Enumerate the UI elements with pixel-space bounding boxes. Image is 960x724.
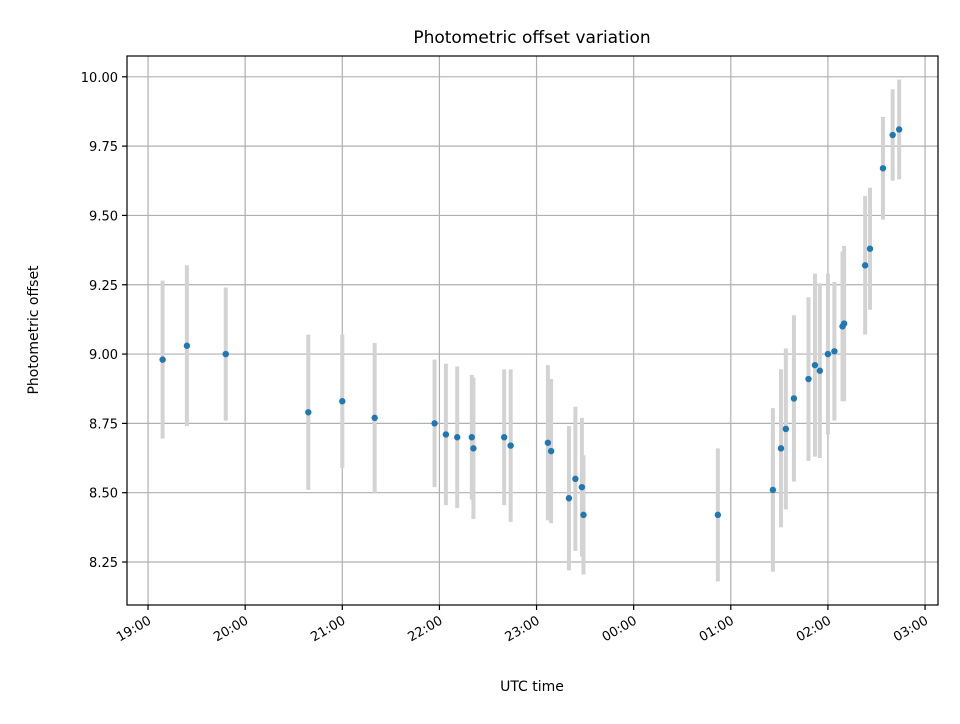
- data-point: [544, 439, 552, 446]
- data-point: [431, 420, 438, 427]
- y-tick-label: 8.75: [89, 417, 118, 432]
- data-point: [371, 414, 378, 422]
- plot-area: [127, 56, 938, 605]
- data-point: [500, 434, 508, 441]
- data-point: [507, 442, 514, 449]
- data-point: [816, 367, 824, 374]
- data-point: [782, 425, 790, 433]
- data-point: [442, 431, 450, 438]
- data-point: [183, 342, 191, 349]
- y-tick-label: 10.00: [81, 71, 118, 86]
- data-point: [879, 165, 887, 172]
- data-point: [769, 486, 777, 494]
- data-point: [824, 350, 832, 358]
- data-point: [547, 447, 555, 455]
- y-tick-label: 8.50: [89, 487, 118, 502]
- data-point: [840, 320, 848, 327]
- data-point: [470, 445, 477, 452]
- data-point: [572, 475, 579, 483]
- data-point: [222, 350, 229, 358]
- y-tick-label: 9.50: [89, 209, 118, 224]
- x-axis-label: UTC time: [500, 679, 564, 695]
- data-point: [895, 126, 903, 133]
- data-point: [790, 395, 798, 402]
- y-tick-label: 9.00: [89, 348, 118, 363]
- y-axis-label: Photometric offset: [26, 265, 42, 395]
- data-point: [714, 511, 722, 519]
- data-point: [777, 445, 785, 452]
- data-points: [159, 126, 903, 519]
- data-point: [580, 511, 587, 519]
- data-point: [831, 348, 838, 355]
- data-point: [861, 262, 869, 269]
- data-point: [866, 245, 874, 252]
- y-tick-label: 8.25: [89, 556, 118, 571]
- data-point: [454, 434, 461, 441]
- data-point: [468, 434, 475, 441]
- data-point: [805, 375, 812, 383]
- data-point: [578, 483, 586, 491]
- data-point: [159, 356, 166, 363]
- y-tick-label: 9.25: [89, 279, 118, 294]
- data-point: [811, 361, 819, 369]
- data-point: [339, 398, 346, 405]
- chart-title: Photometric offset variation: [413, 28, 650, 48]
- data-point: [305, 409, 312, 416]
- y-tick-label: 9.75: [89, 140, 118, 155]
- y-axis-ticks: 8.25 8.50 8.75 9.00 9.25 9.50 9.75 10.00: [81, 71, 127, 571]
- data-point: [565, 495, 573, 502]
- plot-frame: [126, 55, 939, 606]
- data-point: [889, 131, 896, 139]
